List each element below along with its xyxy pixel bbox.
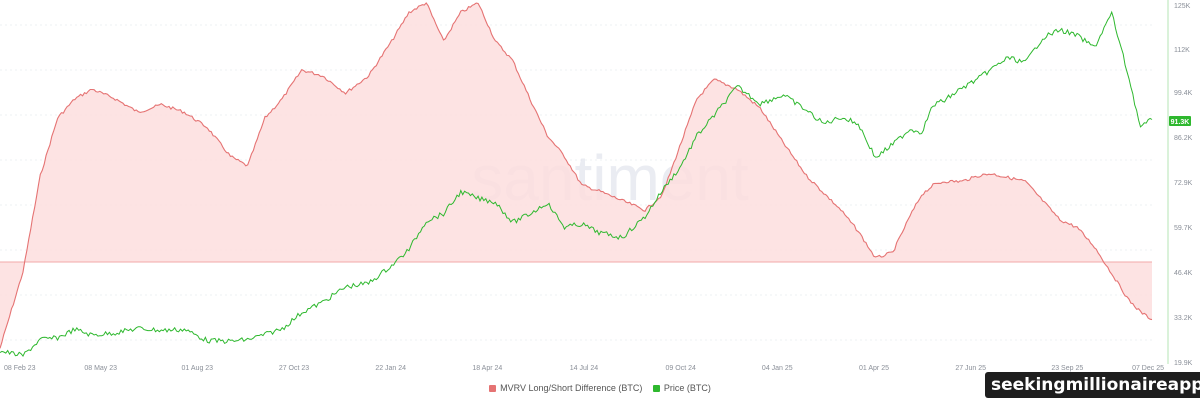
site-watermark-badge: seekingmillionaireapp.com: [985, 372, 1200, 398]
legend-item-price[interactable]: Price (BTC): [652, 383, 711, 393]
y-axis-ticks: 19.9K 33.2K 46.4K 59.7K 72.9K 86.2K 99.4K 112K 1…: [1174, 3, 1193, 367]
x-axis-ticks: 08 Feb 23 08 May 23 01 Aug 23 27 Oct 23 22 J…: [4, 365, 1164, 372]
legend-item-mvrv[interactable]: MVRV Long/Short Difference (BTC): [489, 383, 642, 393]
x-tick-label: 08 Feb 23: [4, 365, 36, 372]
legend-swatch-price: [652, 384, 660, 392]
legend-label-mvrv: MVRV Long/Short Difference (BTC): [500, 383, 643, 393]
price-series-line: [0, 10, 1153, 358]
y-tick-label: 112K: [1174, 47, 1190, 54]
x-tick-label: 01 Aug 23: [182, 365, 214, 372]
x-tick-label: 18 Apr 24: [472, 365, 502, 372]
x-tick-label: 04 Jan 25: [762, 365, 793, 372]
x-tick-label: 27 Jun 25: [955, 365, 986, 372]
legend-label-price: Price (BTC): [663, 383, 711, 393]
x-tick-label: 07 Dec 25: [1132, 365, 1164, 372]
y-tick-label: 125K: [1174, 3, 1191, 10]
x-tick-label: 01 Apr 25: [859, 365, 889, 372]
y-tick-label: 59.7K: [1174, 225, 1193, 232]
x-tick-label: 14 Jul 24: [570, 365, 599, 372]
y-tick-label: 19.9K: [1174, 360, 1193, 367]
x-tick-label: 22 Jan 24: [375, 365, 406, 372]
y-tick-label: 46.4K: [1174, 270, 1193, 277]
y-tick-label: 99.4K: [1174, 90, 1193, 97]
x-tick-label: 23 Sep 25: [1051, 365, 1083, 372]
y-tick-label: 72.9K: [1174, 180, 1193, 187]
current-price-label: 91.3K: [1171, 119, 1190, 126]
y-tick-label: 33.2K: [1174, 315, 1193, 322]
mvrv-series-line: [0, 2, 1153, 349]
x-tick-label: 27 Oct 23: [279, 365, 309, 372]
legend-swatch-mvrv: [489, 384, 497, 392]
legend: MVRV Long/Short Difference (BTC) Price (…: [0, 383, 1200, 394]
x-tick-label: 08 May 23: [84, 365, 117, 372]
y-tick-label: 86.2K: [1174, 135, 1193, 142]
current-price-tag: 91.3K: [1169, 116, 1191, 126]
x-tick-label: 09 Oct 24: [666, 365, 696, 372]
